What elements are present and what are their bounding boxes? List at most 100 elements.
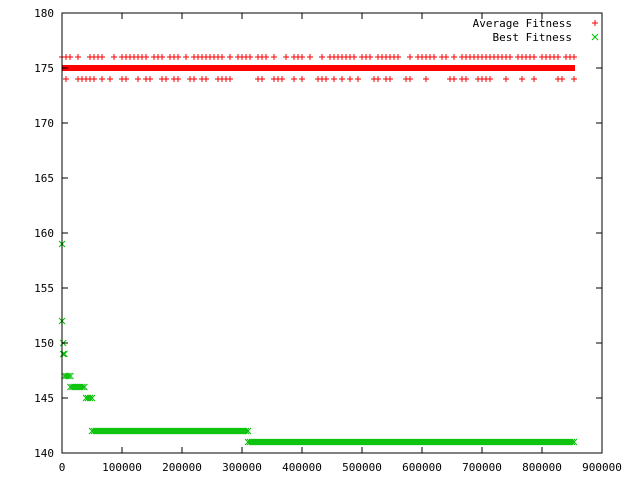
avg-fitness-point (387, 76, 393, 82)
avg-fitness-point (351, 54, 357, 60)
y-tick-label: 180 (34, 7, 54, 20)
best-fitness-point (242, 427, 250, 435)
y-tick-label: 155 (34, 282, 54, 295)
avg-fitness-point (175, 54, 181, 60)
y-tick-label: 150 (34, 337, 54, 350)
avg-fitness-point (347, 76, 353, 82)
avg-fitness-point (259, 76, 265, 82)
y-tick-label: 175 (34, 62, 54, 75)
best-fitness-point (88, 394, 96, 402)
avg-fitness-point (147, 76, 153, 82)
best-fitness-point (79, 383, 86, 391)
avg-fitness-point (319, 54, 325, 60)
legend-label-average: Average Fitness (473, 17, 572, 30)
x-tick-label: 900000 (582, 461, 622, 474)
avg-fitness-point (519, 76, 525, 82)
avg-fitness-point (463, 76, 469, 82)
x-tick-label: 700000 (462, 461, 502, 474)
best-fitness-point (568, 438, 576, 446)
series-best-fitness (58, 240, 578, 446)
avg-fitness-point (75, 54, 81, 60)
avg-fitness-point (571, 54, 577, 60)
x-tick-label: 300000 (222, 461, 262, 474)
avg-fitness-point (531, 76, 537, 82)
series-average-fitness (59, 54, 577, 82)
x-tick-label: 200000 (162, 461, 202, 474)
avg-fitness-point (183, 54, 189, 60)
avg-fitness-point (407, 54, 413, 60)
x-tick-label: 600000 (402, 461, 442, 474)
avg-fitness-point (91, 76, 97, 82)
avg-fitness-point (339, 76, 345, 82)
ticks-layer: 0 100000 200000 300000 400000 500000 600000 700… (34, 7, 622, 474)
y-tick-label: 165 (34, 172, 54, 185)
legend-markers (591, 20, 599, 41)
x-tick-label: 500000 (342, 461, 382, 474)
avg-fitness-point (555, 54, 561, 60)
avg-fitness-point (531, 54, 537, 60)
avg-fitness-point (227, 76, 233, 82)
y-tick-label: 160 (34, 227, 54, 240)
y-tick-label: 140 (34, 447, 54, 460)
avg-fitness-point (191, 76, 197, 82)
x-tick-label: 800000 (522, 461, 562, 474)
avg-fitness-point (299, 76, 305, 82)
avg-fitness-point (487, 76, 493, 82)
avg-fitness-point (123, 76, 129, 82)
avg-fitness-point (323, 76, 329, 82)
avg-fitness-point (283, 54, 289, 60)
best-fitness-point (81, 383, 88, 391)
best-fitness-point (65, 372, 72, 380)
x-tick-label: 0 (59, 461, 66, 474)
avg-fitness-point (99, 54, 105, 60)
avg-fitness-point (175, 76, 181, 82)
avg-fitness-point (367, 54, 373, 60)
avg-fitness-point (375, 76, 381, 82)
avg-fitness-point (407, 76, 413, 82)
legend: Average Fitness Best Fitness (473, 17, 599, 44)
avg-fitness-band-dense (62, 65, 575, 71)
avg-fitness-point (159, 54, 165, 60)
avg-fitness-point (99, 76, 105, 82)
avg-fitness-point (163, 76, 169, 82)
avg-fitness-point (279, 76, 285, 82)
avg-fitness-point (592, 20, 598, 26)
y-tick-label: 145 (34, 392, 54, 405)
best-fitness-point (59, 350, 67, 358)
avg-fitness-point (451, 76, 457, 82)
y-tick-label: 170 (34, 117, 54, 130)
best-fitness-point (591, 33, 599, 41)
avg-fitness-point (559, 76, 565, 82)
legend-label-best: Best Fitness (493, 31, 572, 44)
avg-fitness-point (503, 76, 509, 82)
x-tick-label: 100000 (102, 461, 142, 474)
x-tick-label: 400000 (282, 461, 322, 474)
avg-fitness-point (107, 76, 113, 82)
best-fitness-point (570, 438, 578, 446)
series-layer (58, 54, 578, 446)
best-fitness-point (244, 427, 252, 435)
avg-fitness-point (203, 76, 209, 82)
avg-fitness-point (395, 54, 401, 60)
avg-fitness-point (451, 54, 457, 60)
avg-fitness-point (571, 76, 577, 82)
avg-fitness-point (299, 54, 305, 60)
avg-fitness-point (135, 76, 141, 82)
avg-fitness-point (271, 54, 277, 60)
best-fitness-point (67, 372, 74, 380)
avg-fitness-point (443, 54, 449, 60)
avg-fitness-point (507, 54, 513, 60)
avg-fitness-point (227, 54, 233, 60)
avg-fitness-point (355, 76, 361, 82)
avg-fitness-point (307, 54, 313, 60)
avg-fitness-point (67, 54, 73, 60)
best-fitness-point (86, 394, 94, 402)
avg-fitness-point (143, 54, 149, 60)
avg-fitness-point (291, 76, 297, 82)
avg-fitness-point (263, 54, 269, 60)
avg-fitness-point (331, 76, 337, 82)
avg-fitness-point (431, 54, 437, 60)
avg-fitness-point (423, 76, 429, 82)
